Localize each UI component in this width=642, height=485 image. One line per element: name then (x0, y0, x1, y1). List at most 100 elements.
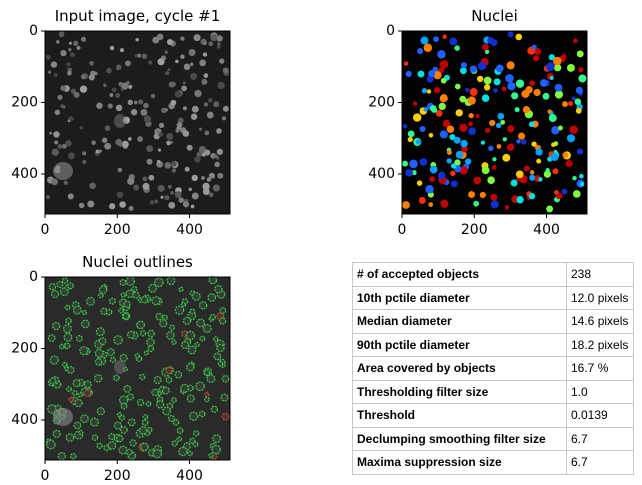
y-tick-label: 200 (368, 94, 395, 110)
nucleus (182, 81, 186, 85)
nucleus-outline (155, 400, 165, 409)
nucleus (190, 204, 195, 209)
nucleus (421, 87, 428, 94)
nucleus (166, 132, 174, 141)
nucleus (164, 50, 169, 54)
nucleus (170, 99, 177, 106)
nucleus (511, 92, 519, 100)
nucleus (88, 74, 95, 81)
nucleus (146, 145, 154, 153)
nucleus (116, 67, 120, 71)
nucleus-outline (151, 296, 161, 306)
x-tick-label: 0 (398, 222, 407, 238)
nucleus (149, 200, 155, 205)
nucleus (426, 89, 432, 94)
nucleus (501, 86, 507, 92)
nucleus (67, 193, 74, 200)
nucleus (202, 52, 208, 57)
nucleus (95, 149, 100, 154)
nucleus (562, 101, 568, 108)
nucleus-outline (70, 453, 77, 460)
nucleus (455, 151, 464, 159)
nucleus (543, 170, 552, 178)
nucleus (502, 153, 511, 162)
nucleus (219, 58, 225, 64)
panel-title: Nuclei outlines (82, 253, 193, 271)
nucleus-outline (93, 374, 103, 383)
nucleus (545, 167, 550, 173)
nucleus-outline (120, 426, 128, 434)
nucleus-outline (77, 392, 83, 398)
nucleus (87, 200, 95, 208)
nucleus (566, 63, 575, 72)
nucleus (531, 44, 537, 50)
nucleus-outline (139, 426, 148, 435)
bright-region (114, 360, 126, 374)
nucleus (528, 121, 535, 128)
nucleus-outline (189, 411, 199, 421)
nucleus-outline (52, 429, 61, 438)
nucleus (439, 60, 449, 69)
nucleus (128, 205, 134, 211)
nucleus-outline (159, 319, 168, 328)
nucleus (578, 74, 587, 83)
nucleus (217, 81, 225, 90)
nucleus (450, 180, 458, 188)
nucleus-outline (86, 296, 95, 306)
nucleus (119, 201, 126, 208)
nucleus (459, 67, 467, 75)
nucleus (528, 192, 536, 200)
nucleus (137, 53, 142, 58)
nucleus-outline (168, 324, 175, 331)
table-row: Maxima suppression size 6.7 (352, 450, 634, 475)
nucleus-outline (67, 282, 74, 290)
nucleus (468, 191, 476, 199)
nucleus (523, 165, 530, 172)
nucleus (127, 99, 133, 106)
nucleus (572, 190, 581, 198)
nucleus (194, 89, 202, 98)
nucleus (182, 106, 187, 111)
measurement-value: 6.7 (566, 450, 634, 475)
nucleus (118, 81, 123, 87)
nucleus (206, 177, 212, 182)
nucleus-outline (125, 289, 135, 299)
nucleus (115, 104, 123, 112)
nucleus-outline (75, 334, 83, 342)
nucleus (554, 83, 563, 92)
nucleus (531, 141, 537, 147)
nucleus (525, 86, 533, 94)
x-tick-label: 200 (104, 468, 131, 484)
measurement-name: Area covered by objects (352, 356, 567, 381)
nucleus (130, 108, 138, 116)
nucleus (91, 140, 96, 145)
table-row: Declumping smoothing filter size 6.7 (352, 426, 634, 451)
nucleus-outline (194, 341, 200, 348)
nucleus-outline (83, 380, 92, 389)
nucleus (96, 102, 103, 109)
nucleus-outline (98, 337, 107, 346)
nucleus (418, 196, 426, 204)
nucleus (70, 88, 76, 94)
nucleus-outline (186, 384, 194, 392)
nucleus-outline (118, 445, 128, 455)
nucleus (109, 203, 116, 210)
nucleus (439, 94, 448, 103)
nucleus-outline (198, 301, 208, 310)
nucleus-outline (120, 292, 126, 298)
nucleus (109, 93, 114, 97)
nucleus (82, 159, 87, 165)
nucleus (210, 34, 218, 42)
nucleus-outline (192, 430, 200, 437)
nucleus (446, 150, 452, 155)
nucleus (473, 176, 482, 185)
nucleus (487, 36, 495, 44)
nucleus (417, 70, 425, 78)
nucleus-outline (145, 400, 152, 407)
nucleus (61, 50, 65, 54)
nucleus (547, 109, 552, 114)
nucleus (57, 94, 63, 100)
nucleus (53, 73, 58, 77)
nucleus-outline (206, 374, 216, 384)
nucleus (121, 82, 129, 90)
